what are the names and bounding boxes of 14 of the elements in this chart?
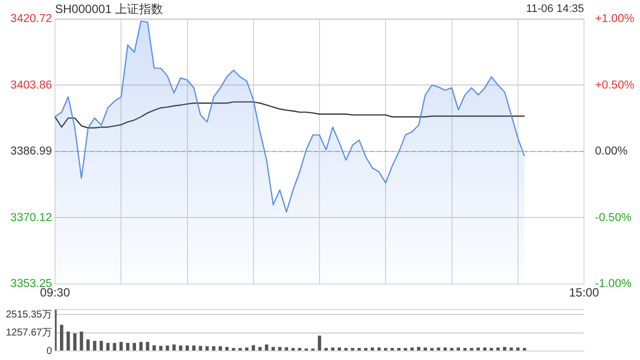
y-tick-label: 3370.12 bbox=[10, 212, 52, 224]
y-tick-label: 0 bbox=[46, 346, 52, 357]
x-tick-label: 15:00 bbox=[568, 286, 600, 300]
y-tick-label: 3403.86 bbox=[10, 79, 52, 92]
y-tick-label: 2515.35万 bbox=[6, 309, 52, 320]
y2-tick-label: -0.50% bbox=[595, 212, 632, 224]
y-tick-label: 3420.72 bbox=[10, 13, 52, 26]
y2-tick-label: 0.00% bbox=[595, 146, 628, 158]
y2-tick-label: +1.00% bbox=[595, 13, 634, 26]
y-tick-label: 3386.99 bbox=[10, 146, 52, 158]
text: 11-06 14:35 bbox=[526, 3, 584, 15]
y-tick-label: 1257.67万 bbox=[6, 328, 52, 339]
chart-title: SH000001 上证指数 bbox=[55, 1, 164, 18]
y2-tick-label: +0.50% bbox=[595, 79, 634, 92]
